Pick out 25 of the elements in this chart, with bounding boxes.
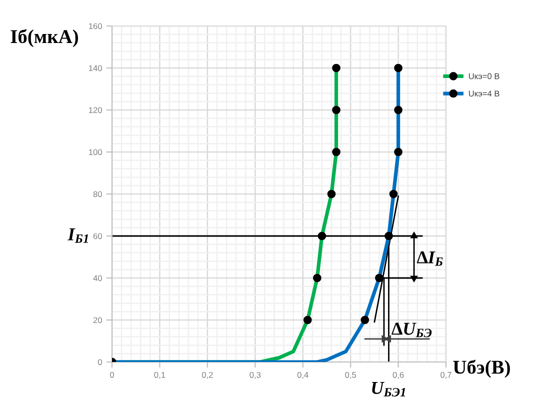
x-tick-label: 0,5 bbox=[345, 372, 356, 379]
y-tick-label: 120 bbox=[89, 107, 102, 114]
x-tick-label: 0,3 bbox=[250, 372, 261, 379]
annotation: ∆I$_{Б}$ bbox=[416, 251, 443, 266]
x-tick-label: 0,4 bbox=[297, 372, 308, 379]
legend-label: Uкэ=4 В bbox=[468, 90, 500, 97]
x-tick-label: 0,2 bbox=[202, 372, 213, 379]
x-axis-title: Uбэ(В) bbox=[453, 360, 510, 378]
annotation: U$_{БЭ1}$ bbox=[372, 382, 406, 396]
y-tick-label: 100 bbox=[89, 149, 102, 156]
x-tick-label: 0 bbox=[110, 372, 114, 378]
x-tick-label: 0,1 bbox=[154, 372, 166, 379]
y-tick-label: 160 bbox=[89, 23, 102, 30]
y-tick-label: 40 bbox=[93, 275, 102, 282]
y-axis-title: Iб(мкА) bbox=[10, 29, 78, 48]
y-tick-label: 60 bbox=[93, 233, 102, 240]
y-tick-label: 0 bbox=[98, 359, 102, 366]
y-tick-label: 140 bbox=[89, 65, 102, 72]
x-tick-label: 0,6 bbox=[392, 372, 404, 379]
annotation: ∆U$_{БЭ}$ bbox=[392, 322, 432, 338]
y-tick-label: 20 bbox=[93, 317, 102, 324]
y-tick-label: 80 bbox=[93, 191, 102, 198]
annotation: I$_{Б1}$ bbox=[68, 228, 88, 243]
legend-label: Uкэ=0 В bbox=[468, 73, 500, 80]
x-tick-label: 0,7 bbox=[440, 372, 452, 379]
